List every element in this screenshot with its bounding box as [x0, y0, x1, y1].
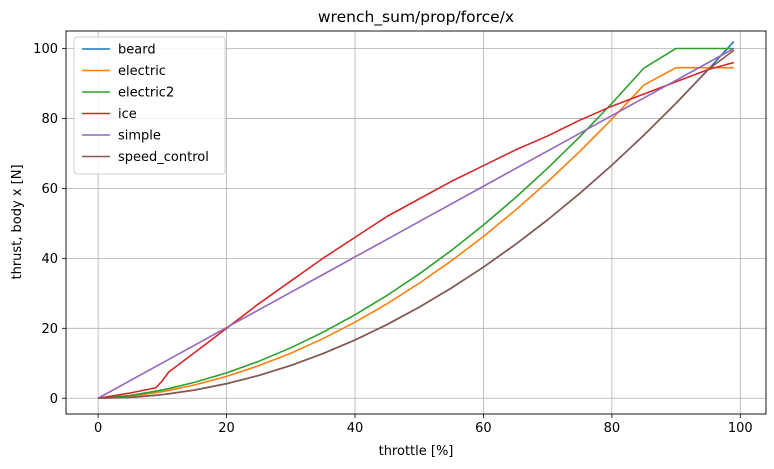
legend-label: simple [118, 129, 161, 144]
y-tick-label: 20 [41, 322, 58, 337]
chart-title: wrench_sum/prop/force/x [318, 8, 514, 27]
series-line-electric [98, 66, 734, 400]
legend-label: electric [118, 64, 166, 79]
legend-label: ice [118, 107, 137, 122]
plot-frame [65, 30, 767, 415]
y-tick-label: 0 [50, 392, 58, 407]
x-tick-label: 40 [347, 421, 364, 436]
x-tick-label: 0 [94, 421, 102, 436]
legend-box [73, 36, 226, 175]
y-tick-label: 60 [41, 182, 58, 197]
x-tick-label: 80 [604, 421, 621, 436]
legend: beard electric electric2 ice simple speed_con… [73, 36, 226, 175]
series-line-speed-control [98, 49, 735, 400]
x-tick-label: 100 [728, 421, 753, 436]
y-tick-label: 100 [33, 42, 58, 57]
legend-label: speed_control [118, 150, 209, 165]
series-layer [97, 40, 735, 400]
legend-label: beard [118, 43, 156, 58]
x-tick-label: 60 [475, 421, 492, 436]
series-line-ice [97, 61, 735, 400]
y-tick-label: 80 [41, 112, 58, 127]
ticks: 0 20 40 60 80 100 0 20 40 60 80 100 [33, 42, 753, 436]
series-line-electric2 [98, 47, 734, 400]
y-axis-label: thrust, body x [N] [10, 164, 25, 279]
y-tick-label: 40 [41, 252, 58, 267]
legend-label: electric2 [118, 86, 174, 101]
x-axis-label: throttle [%] [379, 444, 454, 459]
series-line-simple [97, 47, 735, 399]
x-tick-label: 20 [218, 421, 235, 436]
